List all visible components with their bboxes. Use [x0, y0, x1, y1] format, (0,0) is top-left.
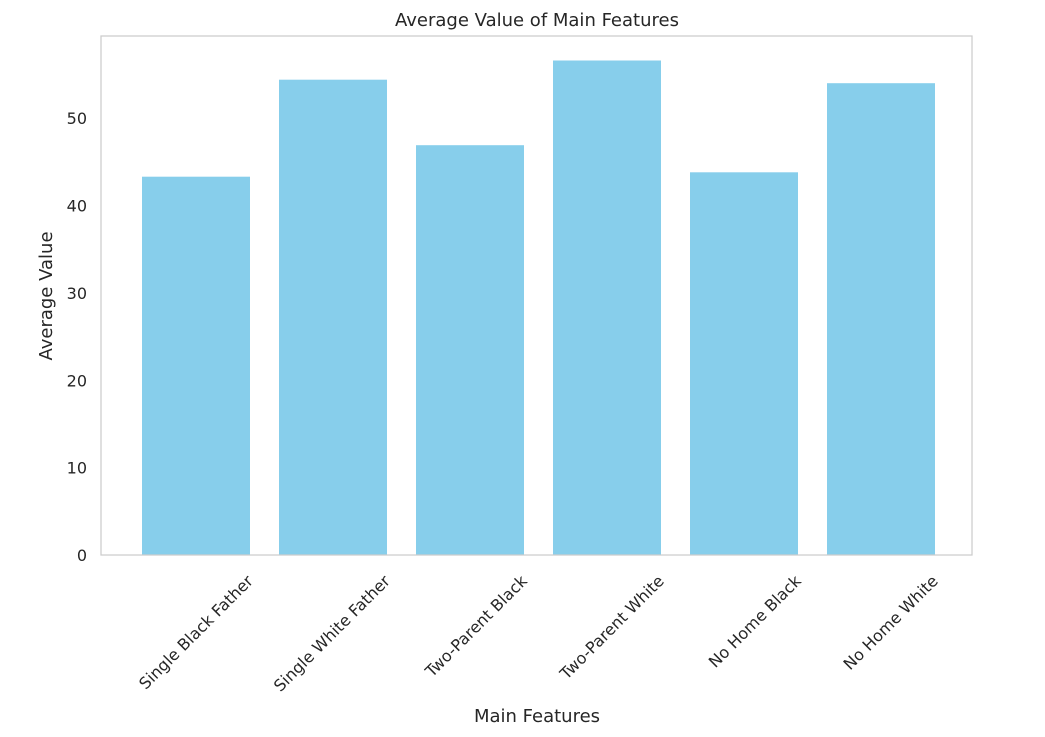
x-axis-ticks: Single Black Father Single White Father Tw…	[135, 571, 942, 695]
x-tick-label: No Home Black	[705, 571, 806, 672]
x-tick-label: Two-Parent Black	[421, 571, 532, 682]
y-tick-label: 50	[67, 109, 87, 128]
plot-area-frame	[100, 35, 973, 556]
y-axis-ticks: 0 10 20 30 40 50	[67, 109, 87, 565]
bar-2	[416, 145, 524, 555]
bar-0	[142, 176, 250, 555]
y-tick-label: 30	[67, 284, 87, 303]
bar-1	[279, 79, 387, 555]
chart-title: Average Value of Main Features	[395, 10, 679, 31]
bars-group	[142, 60, 935, 556]
bar-3	[553, 60, 661, 555]
bar-4	[690, 172, 798, 556]
bar-5	[827, 83, 935, 555]
x-tick-label: No Home White	[840, 571, 942, 673]
x-axis-label: Main Features	[474, 706, 600, 727]
y-tick-label: 10	[67, 459, 87, 478]
x-tick-label: Single White Father	[270, 571, 394, 695]
x-tick-label: Single Black Father	[135, 571, 257, 693]
y-tick-label: 0	[77, 546, 87, 565]
y-tick-label: 20	[67, 371, 87, 390]
x-tick-label: Two-Parent White	[555, 571, 667, 683]
y-tick-label: 40	[67, 197, 87, 216]
y-axis-label: Average Value	[36, 231, 57, 360]
